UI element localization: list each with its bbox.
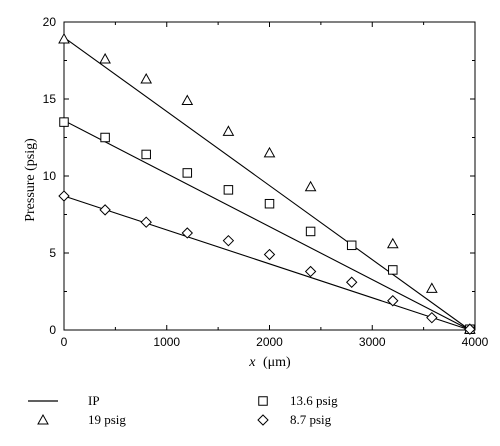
- fit-lines: [63, 36, 471, 331]
- plot-border: [63, 21, 476, 331]
- tick-labels: 0 1000 2000 3000 4000 0 5 10 15 20: [43, 15, 489, 349]
- fit-line-2: [63, 120, 471, 331]
- y-tick-label: 10: [43, 169, 57, 183]
- x-tick-label: 0: [61, 335, 68, 349]
- legend-label-13-6-psig: 13.6 psig: [290, 393, 338, 408]
- plot-frame: [63, 21, 476, 331]
- y-tick-label: 5: [49, 246, 56, 260]
- diamond-marker: [140, 216, 152, 228]
- x-tick-label: 1000: [153, 335, 180, 349]
- fit-line-1: [63, 36, 471, 331]
- legend-marker-triangle: [37, 413, 49, 425]
- x-axis-label-variable: x: [248, 355, 256, 370]
- square-marker: [223, 185, 234, 195]
- triangle-marker: [99, 52, 111, 64]
- square-marker: [258, 396, 268, 406]
- diamond-marker: [263, 248, 276, 261]
- square-marker: [264, 198, 275, 209]
- x-axis-label-unit: (μm): [263, 355, 291, 370]
- y-tick-label: 15: [43, 92, 57, 106]
- triangle-marker: [58, 32, 70, 44]
- square-marker: [305, 226, 316, 237]
- legend-label-19-psig: 19 psig: [88, 412, 126, 427]
- ticks: [63, 21, 476, 331]
- diamond-marker: [304, 265, 317, 278]
- diamond-marker: [58, 190, 70, 202]
- square-marker: [346, 240, 357, 251]
- triangle-marker: [304, 180, 317, 192]
- triangle-marker: [222, 125, 235, 136]
- square-marker: [141, 149, 151, 160]
- diamond-marker: [181, 227, 194, 239]
- legend-label-8-7-psig: 8.7 psig: [290, 412, 332, 427]
- x-tick-label: 4000: [462, 335, 489, 349]
- square-marker: [182, 168, 193, 178]
- square-marker: [59, 117, 69, 127]
- legend-marker-diamond: [257, 414, 269, 426]
- x-tick-label: 3000: [359, 335, 386, 349]
- markers: [58, 32, 476, 335]
- triangle-marker: [386, 237, 399, 249]
- square-marker: [388, 265, 398, 275]
- legend-label-ip: IP: [88, 393, 100, 408]
- triangle-marker: [425, 282, 438, 293]
- y-tick-label: 0: [49, 323, 56, 337]
- square-marker: [100, 132, 110, 143]
- legend: IP 13.6 psig 19 psig 8.7 psig: [28, 393, 338, 427]
- triangle-marker: [37, 413, 49, 425]
- y-axis-label: Pressure (psig): [23, 138, 38, 222]
- x-axis-label: x (μm): [248, 355, 291, 370]
- x-tick-label: 2000: [256, 335, 283, 349]
- triangle-marker: [181, 94, 194, 106]
- diamond-marker: [464, 323, 476, 335]
- triangle-marker: [140, 72, 153, 84]
- diamond-marker: [222, 234, 235, 247]
- diamond-marker: [345, 276, 358, 288]
- legend-marker-square: [258, 396, 268, 406]
- y-tick-label: 20: [43, 15, 57, 29]
- diamond-marker: [99, 204, 111, 216]
- diamond-marker: [257, 414, 269, 426]
- diamond-marker: [387, 295, 399, 307]
- diamond-marker: [426, 311, 438, 324]
- fit-line-3: [63, 195, 471, 331]
- triangle-marker: [263, 146, 276, 158]
